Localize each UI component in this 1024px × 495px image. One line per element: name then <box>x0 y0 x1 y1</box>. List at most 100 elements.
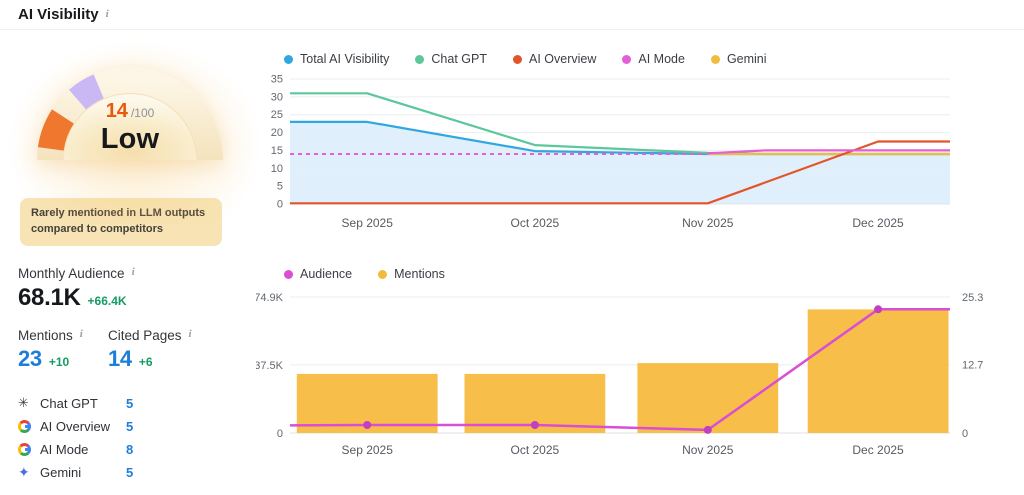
summary-panel: 14/100 Low Rarely mentioned in LLM outpu… <box>0 30 258 484</box>
cited-pages-label: Cited Pages <box>108 327 182 343</box>
mentions-cited-row: Mentions i 23 +10 Cited Pages i 14 +6 <box>18 328 256 372</box>
gauge-score: 14 <box>105 100 128 122</box>
y-axis-tick: 10 <box>271 163 283 175</box>
legend-item-total-ai-visibility[interactable]: Total AI Visibility <box>284 52 389 66</box>
visibility-trend-chart[interactable]: 0 5 10 15 20 25 30 35 Sep 2025 Oct 2025 Nov 2025 De… <box>256 74 956 230</box>
info-icon[interactable]: i <box>105 7 109 20</box>
gemini-icon: ✦ <box>18 463 30 480</box>
gauge-note: Rarely mentioned in LLM outputs compared… <box>20 198 222 246</box>
series-line-ai-overview[interactable] <box>290 140 950 205</box>
platform-mention-count[interactable]: 5 <box>126 418 134 434</box>
y-axis-tick: 25 <box>271 109 283 121</box>
legend-dot <box>512 54 522 64</box>
mentions-value[interactable]: 23 <box>18 345 42 371</box>
monthly-audience-value: 68.1K <box>18 283 81 311</box>
platform-mention-count[interactable]: 5 <box>126 395 134 411</box>
mentions-stat: Mentions i 23 +10 <box>18 328 108 372</box>
legend-item-mentions[interactable]: Mentions <box>378 267 445 281</box>
ai-visibility-widget: 14/100 Low Rarely mentioned in LLM outpu… <box>0 30 1024 484</box>
gauge-segment-score <box>37 109 75 152</box>
right-axis-tick: 0 <box>962 428 968 440</box>
legend-label: Gemini <box>726 52 767 66</box>
mentions-bar-nov-2025[interactable] <box>637 363 779 433</box>
y-axis-tick: 20 <box>271 127 283 139</box>
left-axis-tick: 37.5K <box>256 360 284 372</box>
x-axis-tick: Oct 2025 <box>511 216 560 230</box>
x-axis-tick: Sep 2025 <box>342 443 394 457</box>
platform-label: Gemini <box>40 464 82 480</box>
legend-item-chat-gpt[interactable]: Chat GPT <box>415 52 487 66</box>
right-axis-tick: 25.3 <box>962 292 983 304</box>
info-icon[interactable]: i <box>131 266 135 279</box>
chatgpt-icon: ✳ <box>18 395 29 411</box>
legend-dot <box>284 269 293 279</box>
visibility-chart-legend: Total AI Visibility Chat GPT AI Overview AI… <box>256 50 1024 68</box>
audience-point-nov-2025[interactable] <box>703 425 712 434</box>
legend-label: AI Mode <box>638 52 685 66</box>
platform-row-ai-mode[interactable]: AI Mode 8 <box>18 438 256 461</box>
platform-mentions-list: ✳ Chat GPT 5 AI Overview 5 AI Mode 8 ✦ Gemini 5 <box>18 392 256 484</box>
header: AI Visibility i <box>0 0 1024 30</box>
legend-label: Total AI Visibility <box>300 52 390 66</box>
audience-point-dec-2025[interactable] <box>874 305 883 314</box>
mentions-bar-dec-2025[interactable] <box>807 309 949 433</box>
legend-item-ai-mode[interactable]: AI Mode <box>622 52 685 66</box>
monthly-audience-change: +66.4K <box>87 293 127 308</box>
cited-pages-stat: Cited Pages i 14 +6 <box>108 328 198 372</box>
gauge-text: 14/100 Low <box>28 100 232 154</box>
info-icon[interactable]: i <box>79 328 83 341</box>
platform-mention-count[interactable]: 8 <box>126 441 134 457</box>
legend-label: AI Overview <box>528 52 597 66</box>
legend-dot <box>284 54 293 64</box>
legend-label: Chat GPT <box>431 52 487 66</box>
platform-row-gemini[interactable]: ✦ Gemini 5 <box>18 461 256 484</box>
legend-dot <box>622 54 632 64</box>
cited-pages-value[interactable]: 14 <box>108 345 132 371</box>
left-axis-tick: 0 <box>277 428 283 440</box>
monthly-audience-stat: Monthly Audience i 68.1K +66.4K <box>18 266 256 312</box>
legend-item-ai-overview[interactable]: AI Overview <box>512 52 597 66</box>
legend-dot <box>378 269 388 279</box>
platform-row-ai-overview[interactable]: AI Overview 5 <box>18 415 256 438</box>
page-title: AI Visibility <box>18 6 99 23</box>
audience-chart-legend: Audience Mentions <box>256 265 1024 283</box>
x-axis-tick: Dec 2025 <box>852 443 904 457</box>
y-axis-tick: 35 <box>271 74 283 86</box>
mentions-label: Mentions <box>18 327 73 343</box>
platform-mention-count[interactable]: 5 <box>126 464 134 480</box>
mentions-change: +10 <box>48 354 70 369</box>
audience-line[interactable] <box>289 308 950 432</box>
left-axis-tick: 74.9K <box>256 292 284 304</box>
x-axis-tick: Dec 2025 <box>852 216 904 230</box>
audience-point-sep-2025[interactable] <box>363 421 372 429</box>
gauge-segment-marker <box>68 74 105 110</box>
series-line-ai-mode[interactable] <box>707 149 950 155</box>
legend-item-gemini[interactable]: Gemini <box>710 52 767 66</box>
platform-label: Chat GPT <box>40 395 98 411</box>
legend-dot <box>710 54 720 64</box>
x-axis-tick: Oct 2025 <box>511 443 560 457</box>
right-axis-tick: 12.7 <box>962 360 983 372</box>
google-icon <box>18 442 40 456</box>
platform-label: AI Overview <box>40 418 111 434</box>
gauge-arc <box>37 67 223 161</box>
platform-row-chat-gpt[interactable]: ✳ Chat GPT 5 <box>18 392 256 415</box>
monthly-audience-label: Monthly Audience <box>18 265 125 281</box>
audience-point-oct-2025[interactable] <box>530 421 539 429</box>
legend-label: Mentions <box>394 267 445 281</box>
x-axis-tick: Nov 2025 <box>682 216 734 230</box>
y-axis-tick: 30 <box>271 91 283 103</box>
gauge-level: Low <box>100 123 160 155</box>
x-axis-tick: Nov 2025 <box>682 443 734 457</box>
legend-dot <box>415 54 425 64</box>
charts-panel: Total AI Visibility Chat GPT AI Overview AI… <box>254 30 1024 484</box>
cited-pages-change: +6 <box>138 354 153 369</box>
info-icon[interactable]: i <box>188 328 192 341</box>
legend-item-audience[interactable]: Audience <box>284 267 352 281</box>
audience-mentions-chart[interactable]: 74.9K 37.5K 0 25.3 12.7 0 Sep 2025 Oct 2025 Nov … <box>254 289 996 461</box>
y-axis-tick: 5 <box>277 181 283 193</box>
platform-label: AI Mode <box>40 441 89 457</box>
y-axis-tick: 15 <box>271 145 283 157</box>
legend-label: Audience <box>300 267 353 281</box>
x-axis-tick: Sep 2025 <box>342 216 394 230</box>
